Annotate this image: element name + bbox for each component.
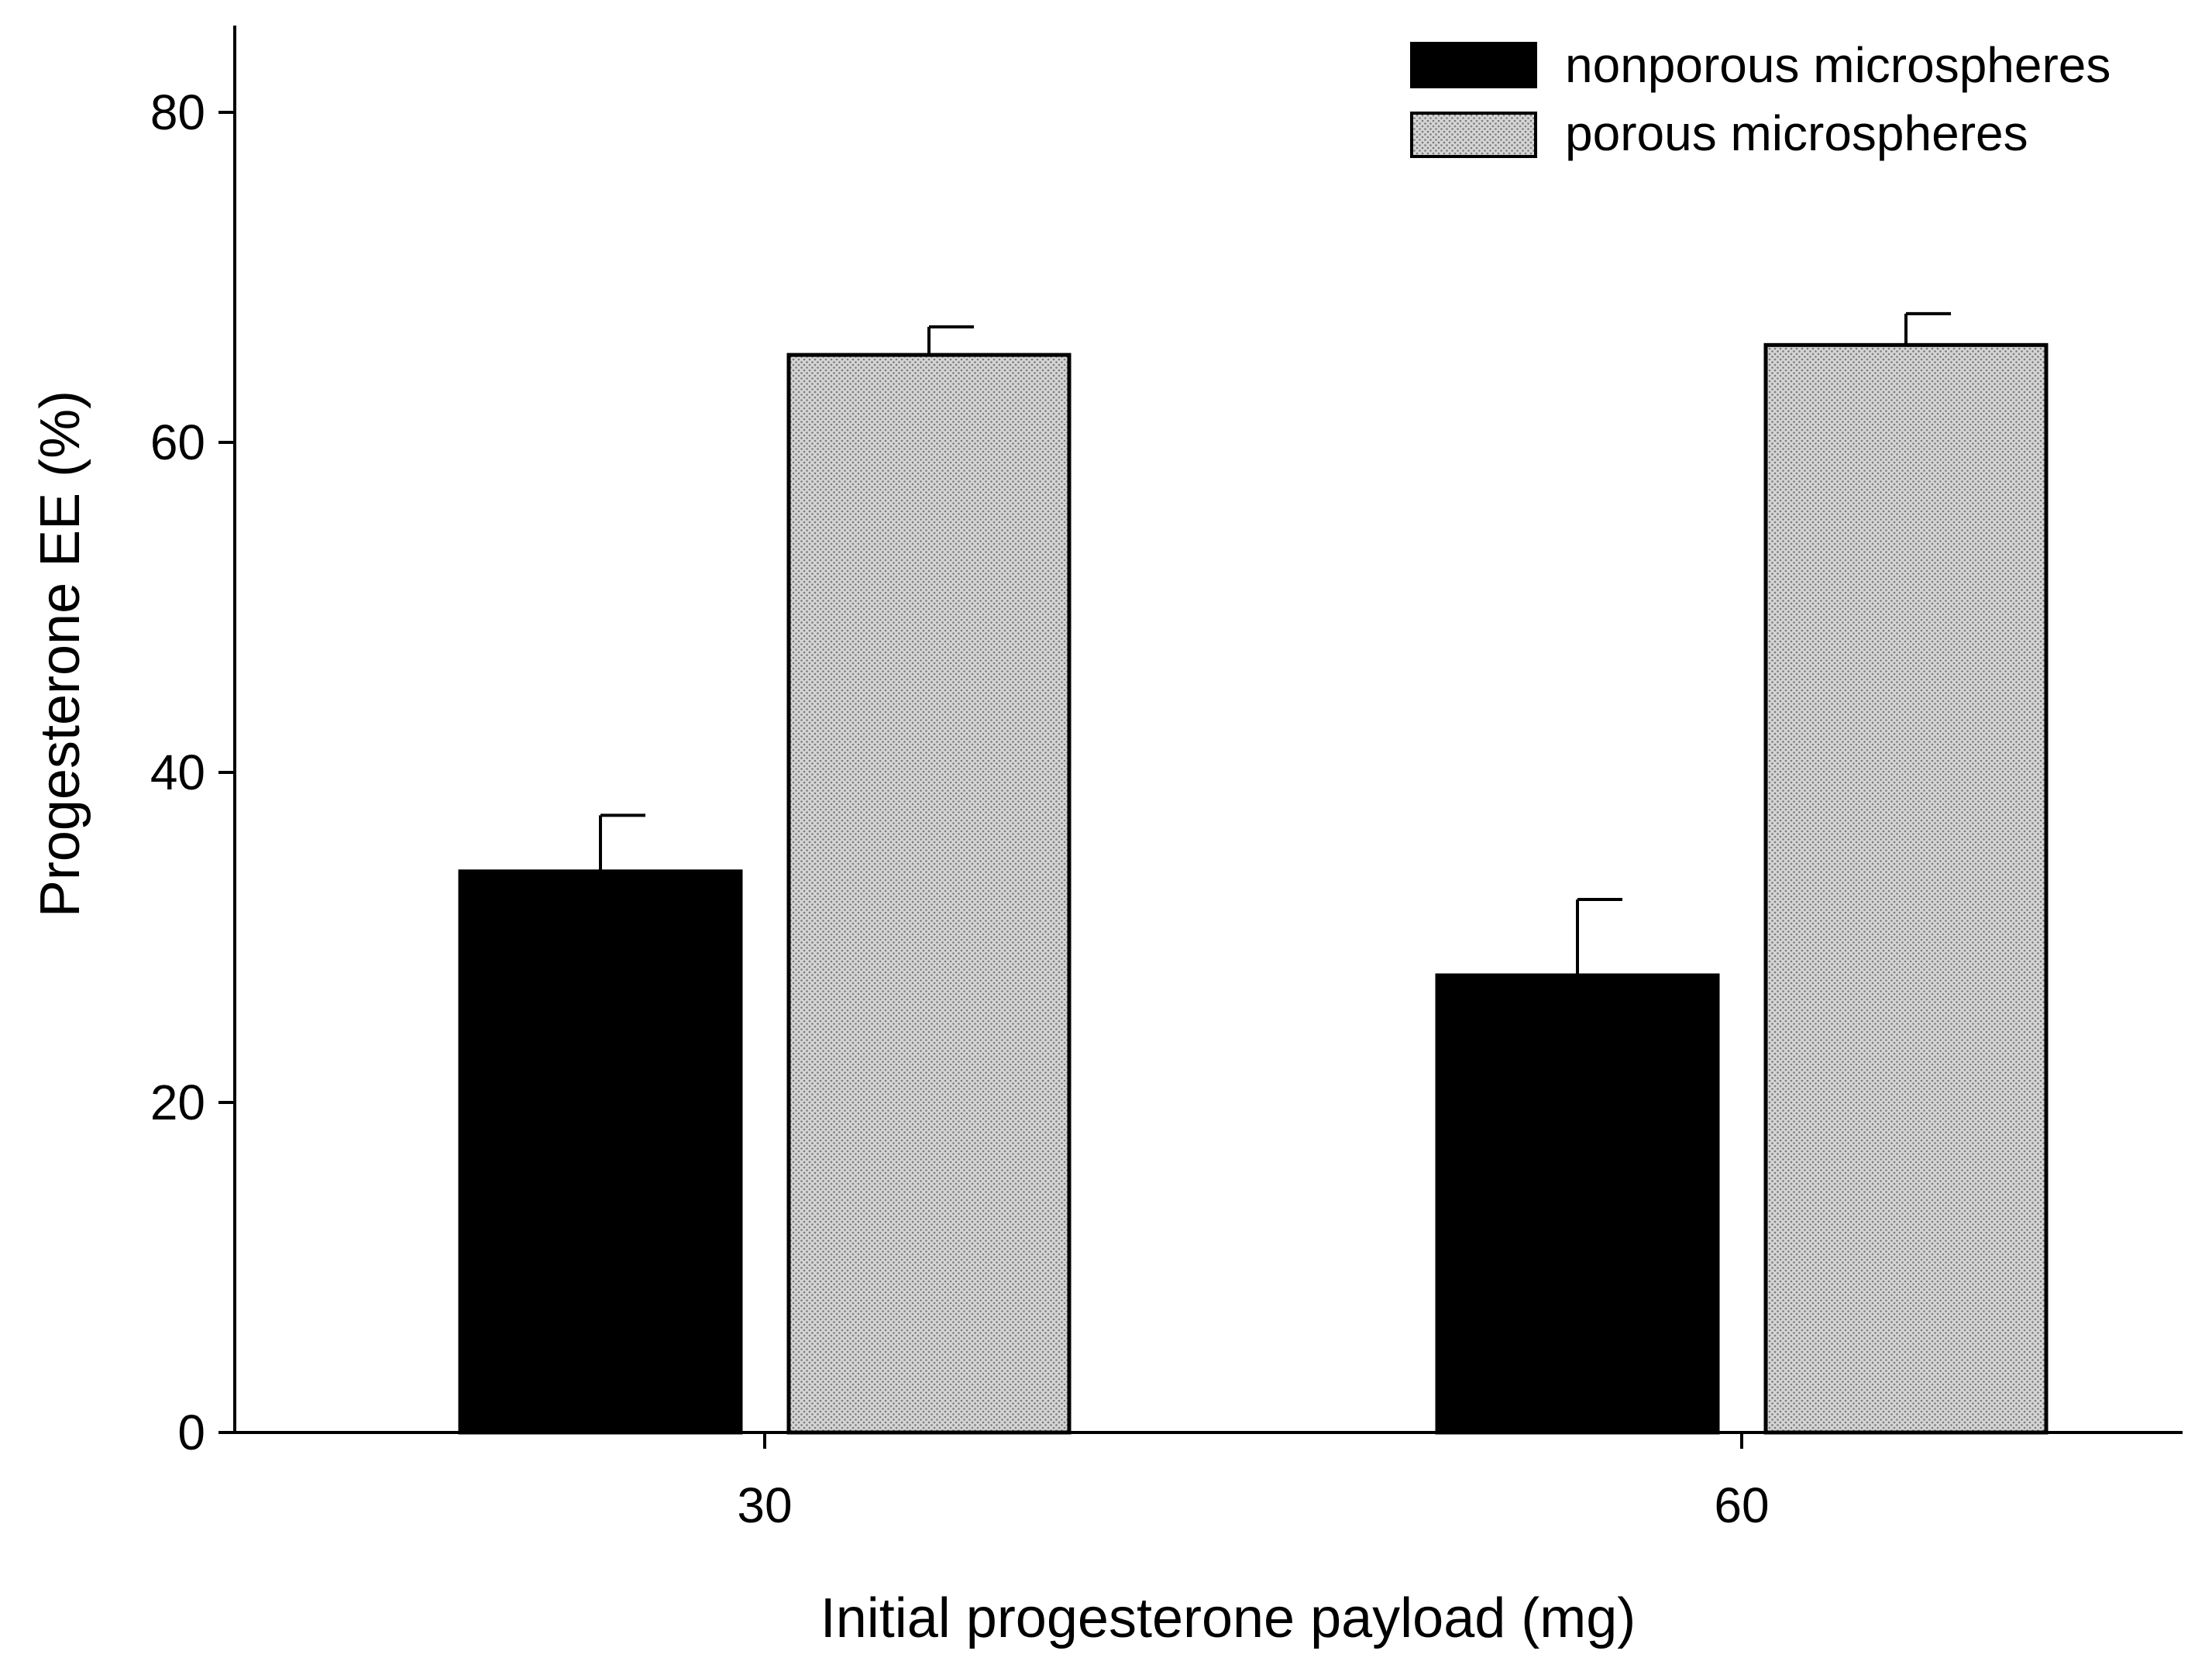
x-tick-label-30: 30 bbox=[737, 1477, 792, 1533]
y-tick-label-40: 40 bbox=[150, 745, 205, 800]
y-tick-label-60: 60 bbox=[150, 414, 205, 470]
legend: nonporous microspheres porous microspher… bbox=[1410, 37, 2111, 161]
y-tick-label-80: 80 bbox=[150, 84, 205, 140]
bar-nonporous-60 bbox=[1435, 973, 1720, 1435]
error-bars-layer bbox=[599, 311, 1951, 975]
y-tick-label-20: 20 bbox=[150, 1075, 205, 1130]
bar-porous-30 bbox=[786, 353, 1072, 1435]
bar-nonporous-30 bbox=[458, 869, 743, 1435]
x-tick-label-60: 60 bbox=[1714, 1477, 1769, 1533]
legend-label-porous: porous microspheres bbox=[1565, 105, 2028, 161]
legend-swatch-porous bbox=[1410, 112, 1537, 158]
y-ticks-layer: 0 20 40 60 80 bbox=[150, 84, 235, 1460]
x-axis-title: Initial progesterone payload (mg) bbox=[820, 1587, 1636, 1649]
x-ticks-layer: 30 60 bbox=[737, 1432, 1770, 1533]
y-tick-label-0: 0 bbox=[177, 1405, 205, 1460]
y-axis-title: Progesterone EE (%) bbox=[29, 390, 91, 917]
bar-porous-60 bbox=[1763, 342, 2049, 1435]
legend-swatch-nonporous bbox=[1410, 42, 1537, 88]
bars-layer bbox=[458, 342, 2049, 1435]
legend-label-nonporous: nonporous microspheres bbox=[1565, 37, 2111, 93]
